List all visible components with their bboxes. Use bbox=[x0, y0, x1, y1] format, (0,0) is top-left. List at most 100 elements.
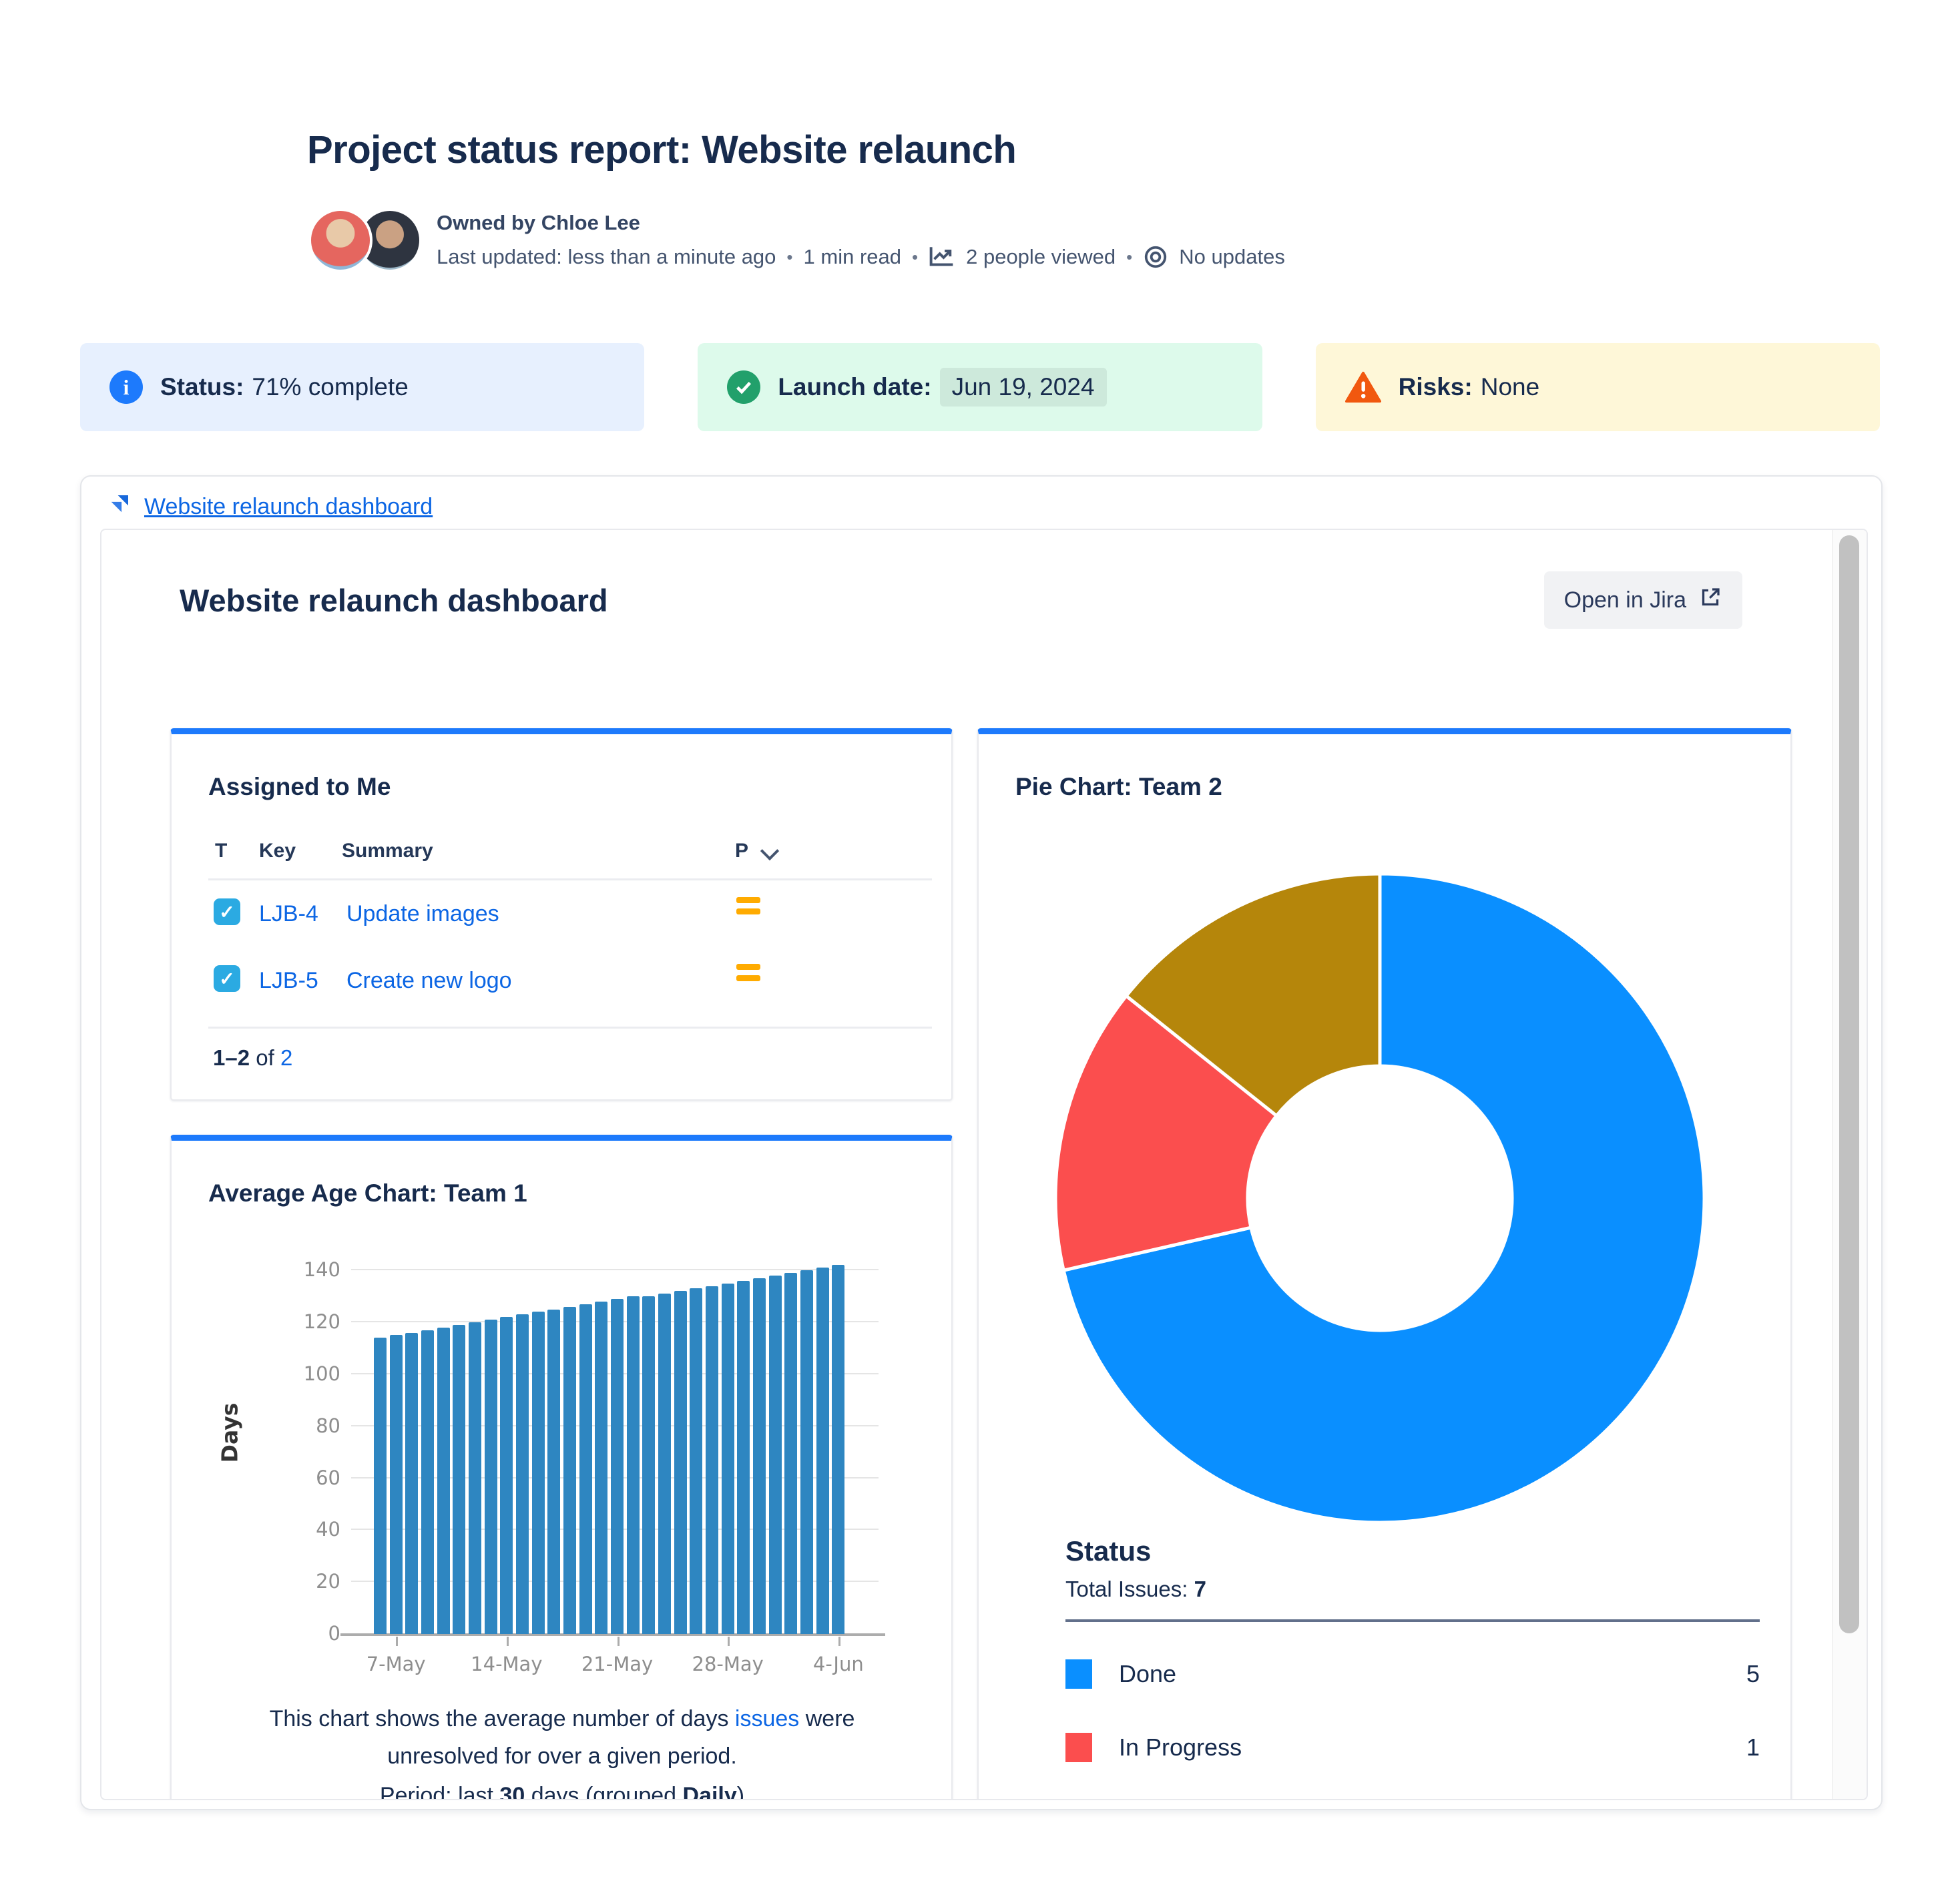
legend-row[interactable]: Done 5 bbox=[1065, 1654, 1760, 1694]
y-axis-tick-label: 140 bbox=[303, 1258, 340, 1282]
bar[interactable] bbox=[563, 1306, 576, 1634]
byline: Owned by Chloe Lee Last updated: less th… bbox=[308, 208, 1285, 272]
bar[interactable] bbox=[453, 1324, 466, 1634]
bar[interactable] bbox=[642, 1296, 656, 1634]
bar[interactable] bbox=[832, 1265, 845, 1634]
bar[interactable] bbox=[768, 1275, 782, 1634]
bar[interactable] bbox=[579, 1304, 592, 1634]
legend-row[interactable]: To Do 1 bbox=[1065, 1799, 1760, 1800]
bar[interactable] bbox=[421, 1330, 434, 1634]
bar[interactable] bbox=[595, 1301, 608, 1634]
avatar-group[interactable] bbox=[308, 208, 422, 272]
bar[interactable] bbox=[484, 1320, 497, 1634]
x-axis-tick bbox=[728, 1637, 730, 1646]
chevron-down-icon[interactable] bbox=[760, 841, 780, 861]
y-axis-tick-label: 120 bbox=[303, 1310, 340, 1333]
legend-value: 5 bbox=[1746, 1660, 1760, 1687]
info-icon: i bbox=[109, 370, 143, 404]
donut-slice-to-do[interactable] bbox=[1124, 872, 1382, 1119]
issue-key-link[interactable]: LJB-5 bbox=[259, 968, 318, 993]
people-viewed[interactable]: 2 people viewed bbox=[966, 245, 1116, 268]
bar[interactable] bbox=[405, 1332, 419, 1634]
x-axis-tick-label: 14-May bbox=[471, 1653, 543, 1675]
legend-label[interactable]: In Progress bbox=[1119, 1733, 1242, 1761]
pill-value: 71% complete bbox=[252, 373, 409, 400]
legend-divider bbox=[1065, 1619, 1760, 1622]
bar[interactable] bbox=[531, 1312, 545, 1634]
x-axis-tick bbox=[396, 1637, 399, 1646]
x-axis-tick bbox=[506, 1637, 509, 1646]
col-header-type[interactable]: T bbox=[215, 840, 228, 862]
average-age-bar-chart: 0 20 40 60 80 100 120 140 7-May 14-May 21-May 28-Ma… bbox=[304, 1250, 885, 1675]
col-header-key[interactable]: Key bbox=[259, 840, 296, 862]
bar[interactable] bbox=[721, 1283, 734, 1634]
col-header-priority[interactable]: P bbox=[735, 840, 749, 862]
issue-summary-link[interactable]: Create new logo bbox=[346, 968, 512, 993]
legend-row[interactable]: In Progress 1 bbox=[1065, 1727, 1760, 1768]
gridline bbox=[351, 1269, 879, 1271]
period-text: Period: last bbox=[379, 1783, 500, 1800]
x-axis-tick-label: 7-May bbox=[366, 1653, 426, 1675]
status-donut-chart[interactable] bbox=[1053, 871, 1707, 1525]
updates-status[interactable]: No updates bbox=[1179, 245, 1285, 268]
open-in-jira-button[interactable]: Open in Jira bbox=[1543, 571, 1742, 629]
bar[interactable] bbox=[389, 1335, 403, 1634]
pill-label: Status: bbox=[160, 373, 244, 400]
x-axis-tick bbox=[838, 1637, 840, 1646]
priority-medium-icon bbox=[736, 897, 760, 914]
issue-summary-link[interactable]: Update images bbox=[346, 901, 499, 926]
bar[interactable] bbox=[706, 1286, 718, 1634]
last-updated[interactable]: Last updated: less than a minute ago bbox=[437, 245, 776, 268]
bar[interactable] bbox=[800, 1270, 813, 1634]
bar[interactable] bbox=[500, 1317, 513, 1634]
donut-slice-done[interactable] bbox=[1061, 872, 1706, 1525]
smart-link[interactable]: Website relaunch dashboard bbox=[105, 490, 433, 524]
x-axis-tick-label: 4-Jun bbox=[812, 1653, 864, 1675]
smart-link-label: Website relaunch dashboard bbox=[144, 494, 433, 519]
bar[interactable] bbox=[737, 1280, 750, 1634]
avg-age-panel-title: Average Age Chart: Team 1 bbox=[208, 1179, 527, 1207]
bar[interactable] bbox=[547, 1309, 561, 1634]
bar[interactable] bbox=[816, 1268, 829, 1634]
pill-label: Risks: bbox=[1398, 373, 1473, 400]
launch-date-value[interactable]: Jun 19, 2024 bbox=[939, 368, 1107, 407]
scrollbar-thumb[interactable] bbox=[1839, 535, 1859, 1633]
col-header-summary[interactable]: Summary bbox=[342, 840, 433, 862]
bar[interactable] bbox=[658, 1294, 671, 1634]
bar[interactable] bbox=[753, 1278, 766, 1634]
period-group: Daily bbox=[682, 1783, 737, 1800]
bar[interactable] bbox=[784, 1273, 798, 1634]
pagination-of: of bbox=[256, 1045, 274, 1070]
bar[interactable] bbox=[674, 1291, 687, 1634]
bar[interactable] bbox=[516, 1314, 529, 1634]
jira-dashboard-embed: Website relaunch dashboard Open in Jira … bbox=[100, 529, 1868, 1800]
y-axis-tick-label: 20 bbox=[316, 1570, 340, 1593]
legend-title: Status bbox=[1065, 1535, 1152, 1567]
legend-swatch-done bbox=[1065, 1659, 1092, 1689]
separator-dot: • bbox=[1126, 246, 1133, 267]
legend-swatch-in-progress bbox=[1065, 1733, 1092, 1762]
issue-key-link[interactable]: LJB-4 bbox=[259, 901, 318, 926]
y-axis-title: Days bbox=[216, 1402, 243, 1463]
embed-scrollbar[interactable] bbox=[1832, 530, 1867, 1799]
bar[interactable] bbox=[374, 1338, 387, 1634]
legend-label[interactable]: Done bbox=[1119, 1660, 1177, 1687]
issues-link[interactable]: issues bbox=[734, 1706, 800, 1731]
bar[interactable] bbox=[690, 1288, 703, 1634]
pagination-total-link[interactable]: 2 bbox=[280, 1045, 293, 1070]
status-pill: i Status: 71% complete bbox=[80, 343, 645, 431]
legend-total: Total Issues: 7 bbox=[1065, 1577, 1206, 1602]
separator-dot: • bbox=[912, 246, 919, 267]
bar[interactable] bbox=[437, 1327, 450, 1634]
chart-description: This chart shows the average number of d… bbox=[225, 1700, 899, 1775]
donut-slice-in-progress[interactable] bbox=[1053, 993, 1279, 1273]
pill-value: None bbox=[1480, 373, 1540, 400]
bar[interactable] bbox=[626, 1296, 640, 1634]
smart-link-card: Website relaunch dashboard Website relau… bbox=[80, 475, 1883, 1810]
pagination: 1–2 of 2 bbox=[213, 1045, 292, 1071]
bar[interactable] bbox=[611, 1298, 624, 1634]
avatar[interactable] bbox=[308, 208, 373, 272]
bar[interactable] bbox=[469, 1322, 481, 1634]
desc-text: This chart shows the average number of d… bbox=[269, 1706, 735, 1731]
pie-panel-title: Pie Chart: Team 2 bbox=[1015, 773, 1222, 800]
